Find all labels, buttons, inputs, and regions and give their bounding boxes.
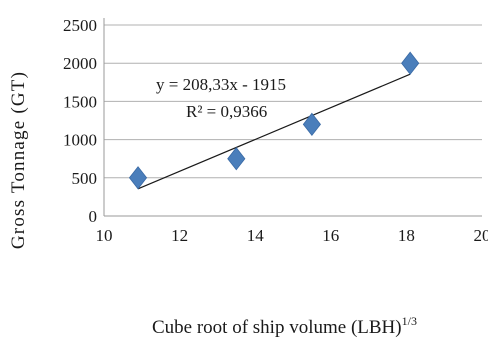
y-tick-label: 1000 — [63, 131, 97, 150]
x-axis-title-superscript: 1/3 — [402, 314, 417, 328]
trendline-equation: y = 208,33x - 1915 — [156, 75, 286, 94]
x-tick-label: 20 — [474, 226, 488, 245]
x-tick-label: 18 — [398, 226, 415, 245]
data-point — [227, 147, 246, 171]
y-tick-labels: 0 500 1000 1500 2000 2500 — [63, 16, 97, 226]
x-axis-title: Cube root of ship volume (LBH)1/3 — [152, 314, 417, 338]
data-point — [128, 166, 148, 190]
y-axis-title: Gross Tonnage (GT) — [8, 71, 29, 249]
x-tick-label: 10 — [96, 226, 113, 245]
x-tick-label: 12 — [171, 226, 188, 245]
data-point — [401, 51, 420, 75]
y-tick-label: 500 — [72, 169, 98, 188]
y-tick-label: 1500 — [63, 92, 97, 111]
y-tick-label: 0 — [89, 207, 98, 226]
gridlines — [104, 24, 482, 179]
data-point — [302, 112, 321, 136]
r-squared-label: R² = 0,9366 — [186, 102, 267, 121]
x-tick-labels: 10 12 14 16 18 20 — [96, 226, 488, 245]
trendline — [137, 73, 411, 190]
y-tick-label: 2500 — [63, 16, 97, 35]
data-points — [128, 51, 420, 190]
x-tick-label: 14 — [247, 226, 265, 245]
y-tick-label: 2000 — [63, 54, 97, 73]
x-axis-title-text: Cube root of ship volume (LBH) — [152, 317, 402, 338]
x-tick-label: 16 — [322, 226, 339, 245]
